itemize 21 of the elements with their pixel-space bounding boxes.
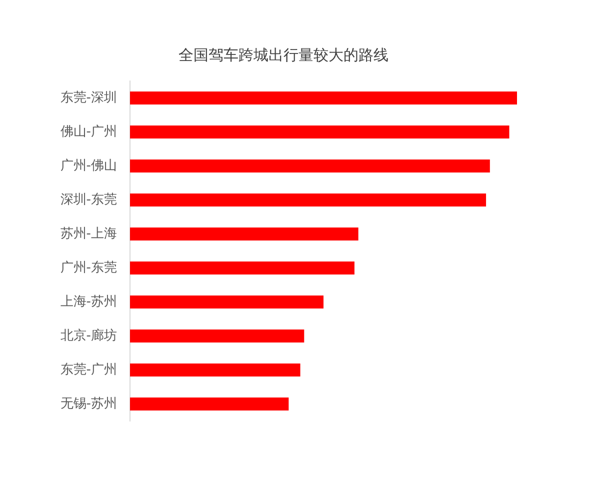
bar	[130, 262, 354, 274]
y-tick-label: 佛山-广州	[60, 124, 117, 140]
bar	[130, 364, 300, 376]
bar	[130, 296, 324, 308]
bar	[130, 228, 358, 240]
bar	[130, 160, 490, 172]
y-tick-label: 无锡-苏州	[60, 396, 117, 412]
bar	[130, 194, 486, 206]
bar	[130, 92, 517, 104]
y-tick-label: 深圳-东莞	[60, 192, 117, 208]
chart-title: 全国驾车跨城出行量较大的路线	[178, 46, 388, 64]
y-tick-label: 上海-苏州	[60, 294, 117, 310]
y-tick-label: 东莞-深圳	[60, 90, 117, 106]
bar	[130, 330, 304, 342]
y-tick-label: 北京-廊坊	[60, 327, 117, 344]
bar	[130, 398, 289, 410]
y-tick-label: 广州-佛山	[60, 158, 117, 174]
y-tick-label: 广州-东莞	[60, 260, 117, 276]
bar	[130, 126, 510, 138]
y-tick-label: 苏州-上海	[60, 226, 117, 242]
y-tick-label: 东莞-广州	[60, 362, 117, 378]
